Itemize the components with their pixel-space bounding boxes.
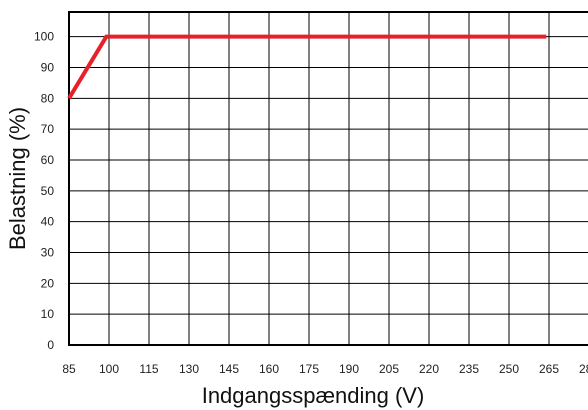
y-axis-ticks: 0 10 20 30 40 50 60 70 80 90 100	[34, 30, 54, 352]
x-tick-label: 280	[579, 362, 588, 376]
x-tick-label: 235	[459, 362, 479, 376]
series-layer	[67, 34, 547, 100]
series-line-0	[67, 34, 547, 100]
y-tick-label: 30	[41, 246, 55, 260]
y-tick-label: 10	[41, 307, 55, 321]
grid	[68, 12, 588, 346]
y-tick-label: 100	[34, 30, 54, 44]
x-tick-label: 190	[339, 362, 359, 376]
y-tick-label: 80	[41, 91, 55, 105]
y-tick-label: 90	[41, 61, 55, 75]
x-tick-label: 115	[139, 362, 158, 376]
x-tick-label: 250	[499, 362, 519, 376]
y-tick-label: 50	[41, 184, 55, 198]
x-tick-label: 160	[259, 362, 279, 376]
x-tick-label: 130	[179, 362, 199, 376]
x-tick-label: 85	[62, 362, 76, 376]
y-tick-label: 70	[41, 122, 55, 136]
plot-frame	[68, 11, 588, 346]
x-tick-label: 100	[99, 362, 119, 376]
x-tick-label: 220	[419, 362, 439, 376]
y-tick-label: 60	[41, 153, 55, 167]
y-tick-label: 40	[41, 215, 55, 229]
x-tick-label: 205	[379, 362, 399, 376]
y-tick-label: 20	[41, 276, 55, 290]
y-tick-label: 0	[47, 338, 54, 352]
y-axis-title: Belastning (%)	[5, 107, 30, 250]
x-axis-title: Indgangsspænding (V)	[202, 383, 425, 408]
x-tick-label: 175	[299, 362, 319, 376]
x-tick-label: 145	[219, 362, 239, 376]
x-axis-ticks: 85 100 115 130 145 160 175 190 205 220 235 250 265 28…	[62, 362, 588, 376]
x-tick-label: 265	[539, 362, 559, 376]
